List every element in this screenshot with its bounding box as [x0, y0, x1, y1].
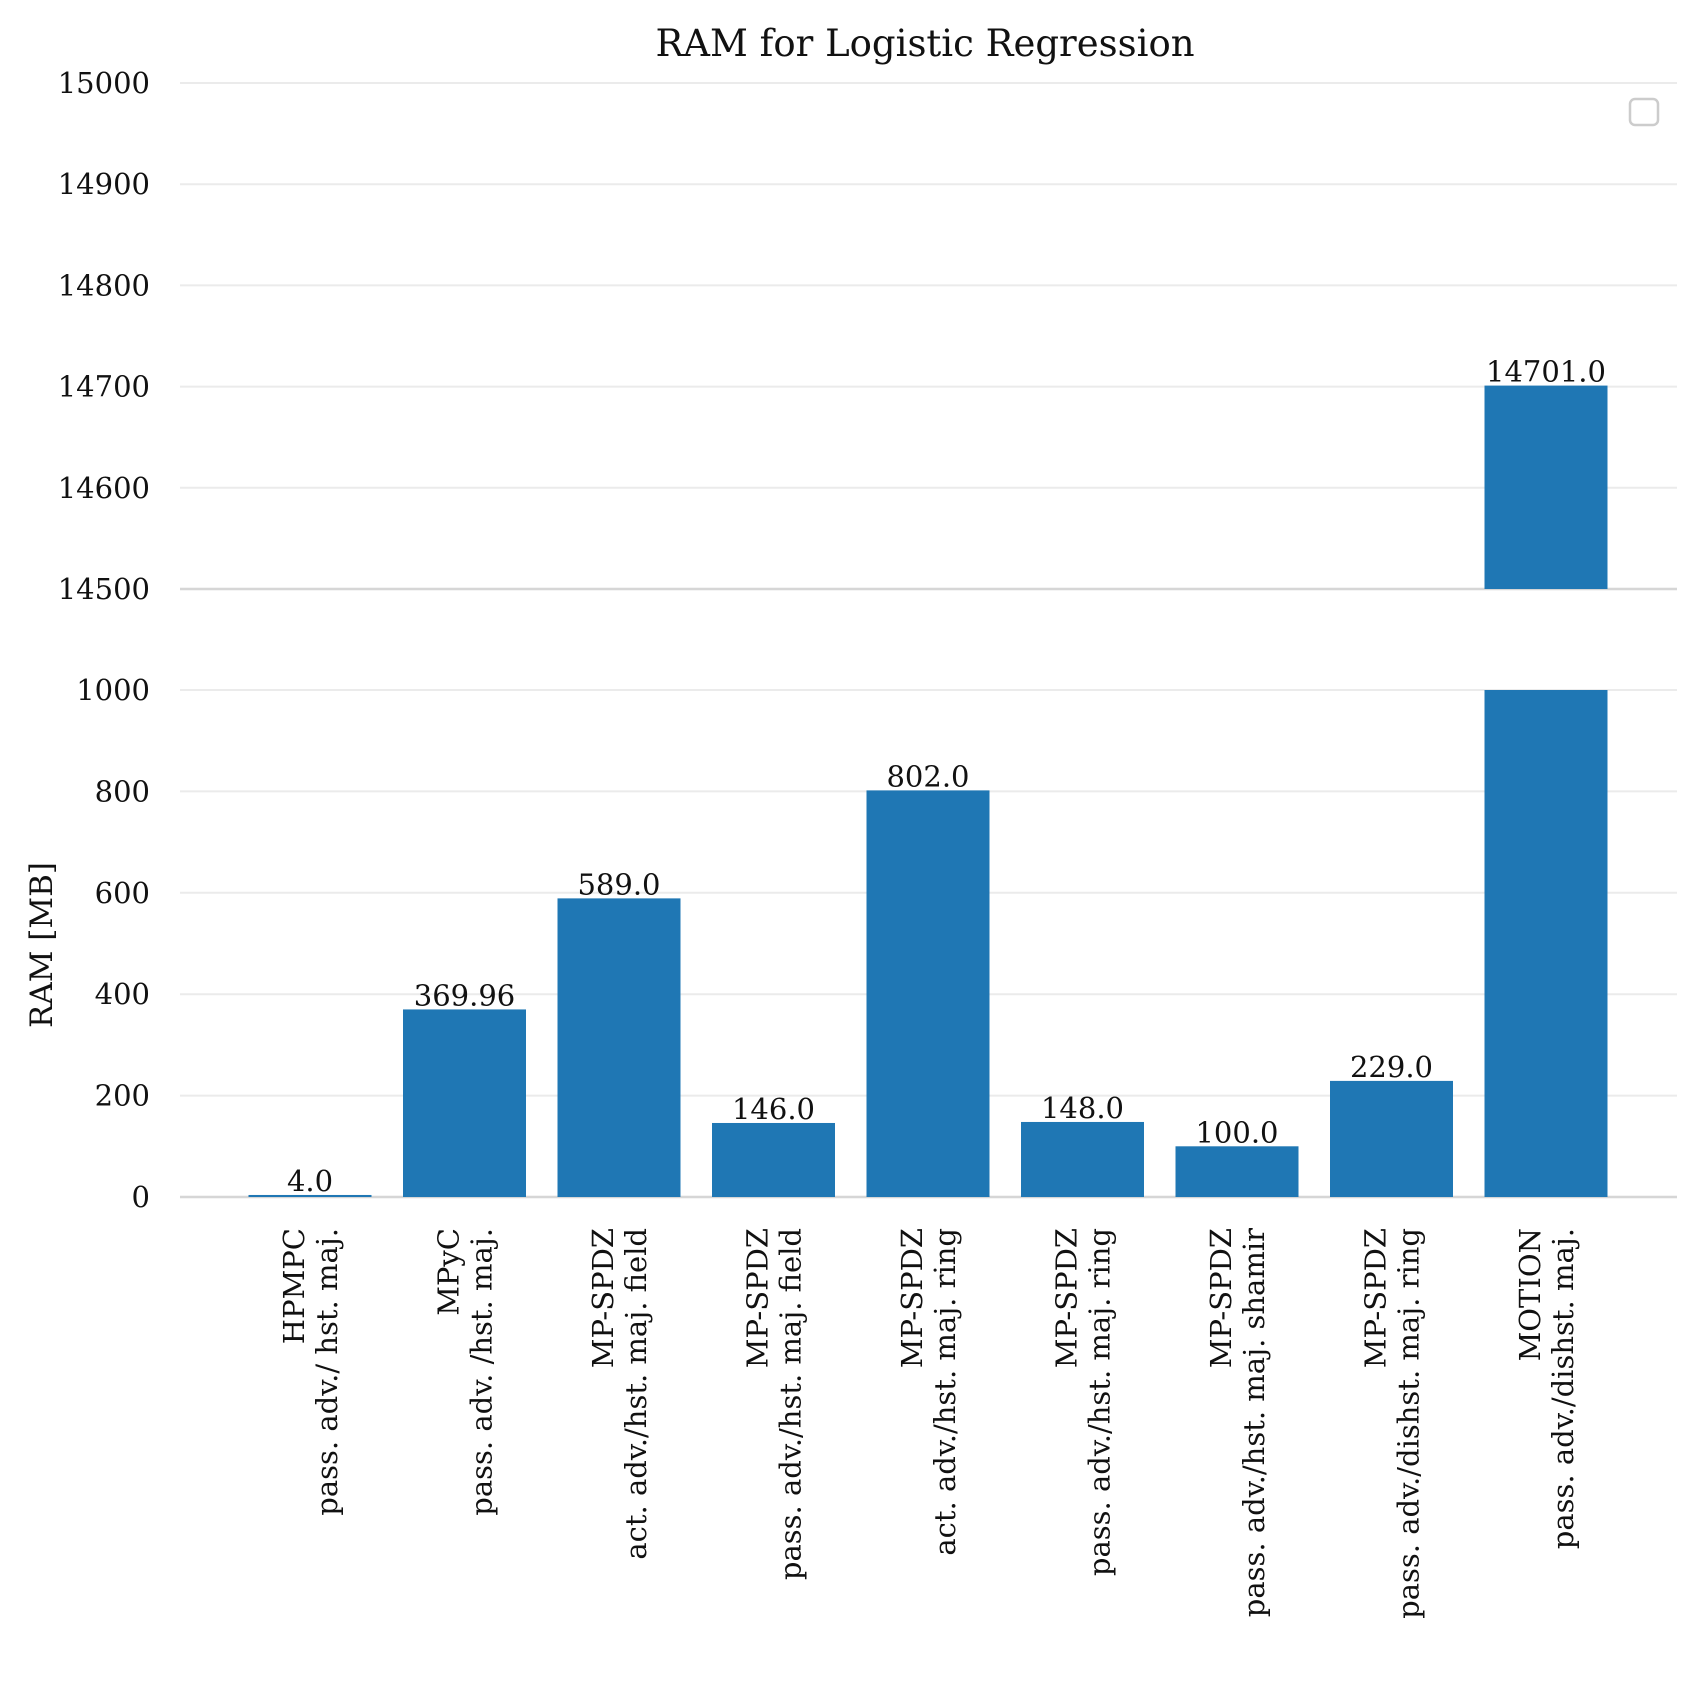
bar-value-label: 4.0: [287, 1164, 333, 1198]
bar: [1021, 1121, 1144, 1197]
x-tick-subtitle: pass. adv./dishst. maj.: [1546, 1228, 1580, 1549]
bar: [248, 1194, 372, 1197]
bar-upper-segment: [1484, 385, 1608, 589]
y-axis-label: RAM [MB]: [24, 862, 60, 1028]
y-tick-label: 400: [95, 977, 150, 1011]
x-tick-name: MP-SPDZ: [1204, 1228, 1238, 1368]
y-tick-label: 14700: [58, 370, 150, 404]
x-tick-label: MP-SPDZ act. adv./hst. maj. ring: [895, 1228, 962, 1556]
x-tick-subtitle: pass. adv./hst. maj. field: [774, 1228, 808, 1580]
x-tick-name: MOTION: [1513, 1228, 1547, 1361]
y-tick-label: 15000: [58, 66, 150, 100]
bar: [866, 790, 990, 1197]
bar: [403, 1009, 526, 1197]
bar-value-label: 148.0: [1041, 1091, 1124, 1125]
bars-layer: [248, 385, 1608, 1197]
bar-value-label: 229.0: [1350, 1050, 1433, 1084]
x-tick-subtitle: pass. adv. /hst. maj.: [465, 1228, 499, 1516]
bar: [712, 1122, 835, 1197]
bar: [1484, 690, 1608, 1197]
x-tick-name: MP-SPDZ: [1359, 1228, 1393, 1368]
bar: [1330, 1080, 1453, 1197]
bar-value-label: 369.96: [414, 978, 515, 1012]
x-tick-label: MP-SPDZ pass. adv./hst. maj. shamir: [1204, 1228, 1271, 1617]
y-tick-label: 14800: [58, 268, 150, 302]
x-tick-name: HPMPC: [277, 1228, 311, 1344]
x-tick-subtitle: pass. adv./ hst. maj.: [310, 1228, 344, 1516]
xticks-layer: HPMPC pass. adv./ hst. maj. MPyC pass. adv.…: [277, 1228, 1580, 1619]
x-tick-label: HPMPC pass. adv./ hst. maj.: [277, 1228, 344, 1516]
x-tick-subtitle: pass. adv./hst. maj. ring: [1083, 1228, 1117, 1576]
y-tick-label: 800: [95, 774, 150, 808]
bar-value-label: 802.0: [886, 759, 969, 793]
bar-value-label: 589.0: [577, 867, 660, 901]
x-tick-label: MP-SPDZ pass. adv./hst. maj. ring: [1050, 1228, 1117, 1576]
x-tick-name: MP-SPDZ: [1050, 1228, 1084, 1368]
y-tick-label: 14900: [58, 167, 150, 201]
bar-value-label: 100.0: [1195, 1115, 1278, 1149]
y-tick-label: 0: [132, 1180, 150, 1214]
y-tick-label: 200: [95, 1079, 150, 1113]
x-tick-subtitle: pass. adv./hst. maj. shamir: [1237, 1228, 1271, 1617]
x-tick-name: MP-SPDZ: [895, 1228, 929, 1368]
bar: [557, 898, 681, 1197]
bar-value-label: 14701.0: [1486, 355, 1606, 389]
x-tick-subtitle: act. adv./hst. maj. field: [619, 1228, 653, 1560]
legend-box: [1628, 97, 1660, 127]
x-tick-subtitle: act. adv./hst. maj. ring: [928, 1228, 962, 1556]
y-tick-label: 14600: [58, 471, 150, 505]
labels-layer: 4.0 369.96 589.0 146.0 802.0 148.0 100.0 229.0 1…: [287, 355, 1606, 1198]
x-tick-label: MP-SPDZ act. adv./hst. maj. field: [586, 1228, 653, 1560]
bar: [1175, 1146, 1299, 1197]
x-tick-name: MP-SPDZ: [741, 1228, 775, 1368]
x-tick-label: MPyC pass. adv. /hst. maj.: [432, 1228, 499, 1516]
x-tick-subtitle: pass. adv./dishst. maj. ring: [1392, 1228, 1426, 1619]
y-tick-label: 14500: [58, 572, 150, 606]
y-tick-label: 1000: [76, 673, 150, 707]
x-tick-label: MOTION pass. adv./dishst. maj.: [1513, 1228, 1580, 1549]
y-tick-label: 600: [95, 876, 150, 910]
x-tick-label: MP-SPDZ pass. adv./hst. maj. field: [741, 1228, 808, 1580]
chart-title: RAM for Logistic Regression: [655, 22, 1194, 65]
x-tick-name: MP-SPDZ: [586, 1228, 620, 1368]
x-tick-label: MP-SPDZ pass. adv./dishst. maj. ring: [1359, 1228, 1426, 1619]
ticks-layer: 0 200 400 600 800 1000 14500 14600 14700 14800 149…: [58, 66, 150, 1214]
x-tick-name: MPyC: [432, 1228, 466, 1316]
bar-value-label: 146.0: [732, 1092, 815, 1126]
